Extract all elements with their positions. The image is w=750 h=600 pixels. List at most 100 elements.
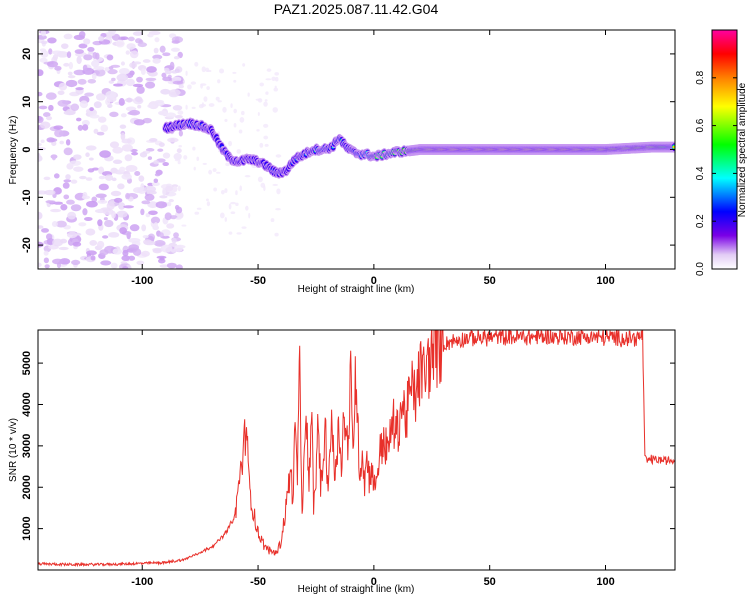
spectrogram-noise-blob <box>174 114 183 119</box>
spectrogram-noise-blob <box>157 148 164 152</box>
spectrogram-noise-blob <box>78 222 87 227</box>
spectrogram-noise-blob <box>38 262 42 268</box>
snr-y-tick-label: 2000 <box>21 475 33 499</box>
spectrogram-noise-blob <box>46 116 53 121</box>
spectrogram-noise-blob <box>62 182 70 189</box>
spectrogram-noise-blob <box>257 176 263 183</box>
spectrogram-noise-blob <box>63 33 73 40</box>
spectrogram-noise-blob <box>137 104 142 109</box>
spectrogram-noise-blob <box>67 211 77 220</box>
spectrogram-noise-blob <box>239 185 242 192</box>
spectrogram-x-tick-label: 50 <box>484 275 496 287</box>
spectrogram-noise-blob <box>166 223 175 229</box>
spectrogram-noise-blob <box>136 76 143 83</box>
spectrogram-noise-blob <box>202 162 207 165</box>
spectrogram-noise-blob <box>263 123 269 128</box>
spectrogram-noise-blob <box>206 86 210 91</box>
spectrogram-noise-blob <box>152 248 162 254</box>
spectrogram-noise-blob <box>131 151 139 156</box>
spectrogram-noise-blob <box>241 110 245 116</box>
spectrogram-noise-blob <box>105 90 117 99</box>
spectrogram-noise-blob <box>52 258 64 265</box>
spectrogram-noise-blob <box>171 76 182 82</box>
spectrogram-noise-blob <box>145 81 156 89</box>
spectrogram-y-tick-label: 10 <box>21 96 33 108</box>
spectrogram-noise-blob <box>89 107 94 112</box>
spectrogram-noise-blob <box>159 195 168 199</box>
spectrogram-noise-blob <box>159 264 170 268</box>
colorbar-tick-label: 0.8 <box>695 70 706 84</box>
spectrogram-noise-blob <box>147 104 156 109</box>
spectrogram-noise-blob <box>43 189 56 196</box>
spectrogram-noise-blob <box>63 62 70 67</box>
spectrogram-noise-blob <box>159 257 165 261</box>
snr-x-label: Height of straight line (km) <box>298 584 415 595</box>
spectrogram-noise-blob <box>107 69 118 75</box>
spectrogram-noise-blob <box>160 244 173 253</box>
spectrogram-noise-blob <box>173 55 180 60</box>
spectrogram-noise-blob <box>125 78 135 87</box>
spectrogram-noise-blob <box>110 190 122 197</box>
spectrogram-noise-blob <box>191 106 196 110</box>
spectrogram-noise-blob <box>139 151 148 158</box>
spectrogram-noise-blob <box>49 138 58 142</box>
spectrogram-noise-blob <box>90 255 96 261</box>
spectrogram-noise-blob <box>125 165 138 172</box>
spectrogram-noise-blob <box>168 199 174 203</box>
spectrogram-noise-blob <box>109 200 116 204</box>
spectrogram-noise-blob <box>97 116 107 123</box>
spectrogram-noise-blob <box>111 210 116 219</box>
spectrogram-noise-blob <box>185 70 188 76</box>
spectrogram-noise-blob <box>266 68 272 72</box>
spectrogram-noise-blob <box>117 183 125 190</box>
spectrogram-noise-blob <box>143 239 152 245</box>
spectrogram-noise-blob <box>104 67 110 72</box>
snr-y-tick-label: 5000 <box>21 351 33 375</box>
spectrogram-x-axis: -100 -50 0 50 100 <box>131 30 615 287</box>
snr-x-tick-label: 100 <box>596 576 614 588</box>
spectrogram-noise-blob <box>121 255 131 262</box>
spectrogram-noise-blob <box>153 178 159 183</box>
spectrogram-noise-blob <box>215 96 220 101</box>
spectrogram-noise-blob <box>96 240 105 249</box>
spectrogram-noise-blob <box>76 56 82 65</box>
spectrogram-noise-blob <box>167 201 172 207</box>
spectrogram-noise-blob <box>63 179 72 183</box>
spectrogram-noise-blob <box>41 228 49 233</box>
spectrogram-noise-blob <box>111 77 116 82</box>
spectrogram-noise-blob <box>196 156 200 162</box>
spectrogram-noise-blob <box>134 171 141 176</box>
spectrogram-noise-blob <box>70 204 82 212</box>
spectrogram-y-tick-label: 20 <box>21 48 33 60</box>
spectrogram-noise-blob <box>113 197 123 203</box>
spectrogram-noise-blob <box>228 203 232 210</box>
spectrogram-noise-blob <box>122 249 129 257</box>
spectrogram-noise-blob <box>38 142 42 147</box>
spectrogram-noise-blob <box>173 153 182 161</box>
spectrogram-noise-blob <box>263 135 269 140</box>
spectrogram-noise-blob <box>57 90 65 96</box>
spectrogram-noise-blob <box>95 93 106 101</box>
spectrogram-noise-blob <box>118 98 125 106</box>
snr-x-axis: -100 -50 0 50 100 <box>131 330 615 588</box>
spectrogram-ridge <box>162 117 675 179</box>
spectrogram-noise-blob <box>39 48 47 52</box>
spectrogram-noise-blob <box>192 146 196 151</box>
spectrogram-noise-blob <box>196 207 202 210</box>
spectrogram-noise-blob <box>93 66 105 71</box>
spectrogram-noise-blob <box>174 204 180 210</box>
spectrogram-noise-blob <box>136 260 145 265</box>
spectrogram-noise-blob <box>193 166 196 171</box>
spectrogram-noise-blob <box>78 43 88 49</box>
spectrogram-noise-blob <box>152 57 161 64</box>
spectrogram-noise-blob <box>205 67 210 73</box>
spectrogram-noise-blob <box>144 185 157 193</box>
spectrogram-noise-blob <box>104 219 114 228</box>
spectrogram-noise-blob <box>148 210 158 216</box>
spectrogram-noise-blob <box>66 199 75 205</box>
spectrogram-noise-blob <box>272 107 278 113</box>
spectrogram-noise-blob <box>93 101 102 109</box>
spectrogram-noise-blob <box>194 61 199 67</box>
spectrogram-noise-blob <box>94 68 106 77</box>
spectrogram-noise-blob <box>239 117 245 123</box>
